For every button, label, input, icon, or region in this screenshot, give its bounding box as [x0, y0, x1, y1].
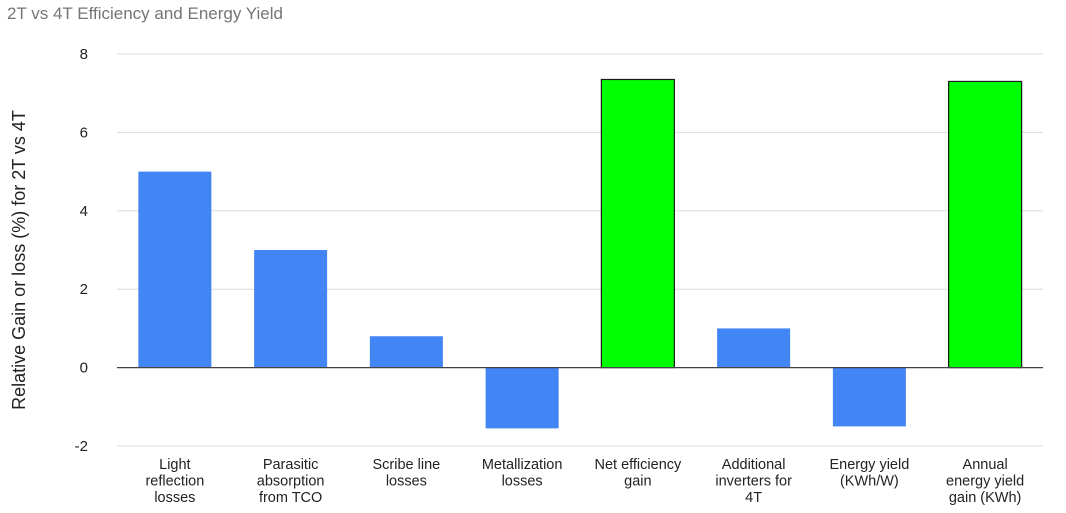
x-category-label: Scribe line losses	[373, 457, 441, 490]
gridlines	[117, 53, 1043, 447]
x-category-label: Metallization losses	[482, 457, 563, 490]
x-category-label: Annual energy yield gain (KWh)	[946, 457, 1024, 506]
bar	[948, 80, 1023, 369]
bar	[832, 367, 906, 427]
y-tick-label: 2	[80, 281, 88, 298]
x-category-label: Additional inverters for 4T	[715, 457, 792, 506]
y-axis-title: Relative Gain or loss (%) for 2T vs 4T	[9, 110, 29, 410]
x-category-label: Energy yield (KWh/W)	[829, 457, 909, 490]
axes: -2 0 2 4 6 8 Light reflection losses Parasitic abs…	[75, 46, 1043, 506]
x-category-label: Parasitic absorption from TCO	[257, 457, 325, 506]
y-tick-label: -2	[75, 438, 88, 455]
bar	[600, 78, 675, 369]
x-category-label: Net efficiency gain	[594, 457, 682, 490]
bar	[717, 328, 791, 368]
y-tick-label: 6	[80, 124, 88, 141]
chart-title: 2T vs 4T Efficiency and Energy Yield	[7, 4, 283, 23]
bar	[485, 367, 559, 429]
y-tick-label: 4	[80, 203, 88, 220]
bars	[138, 78, 1023, 429]
bar	[138, 171, 212, 368]
x-category-label: Light reflection losses	[145, 457, 204, 506]
bar	[369, 336, 443, 368]
bar	[254, 250, 328, 368]
y-tick-label: 8	[80, 46, 88, 63]
y-tick-label: 0	[80, 360, 88, 377]
